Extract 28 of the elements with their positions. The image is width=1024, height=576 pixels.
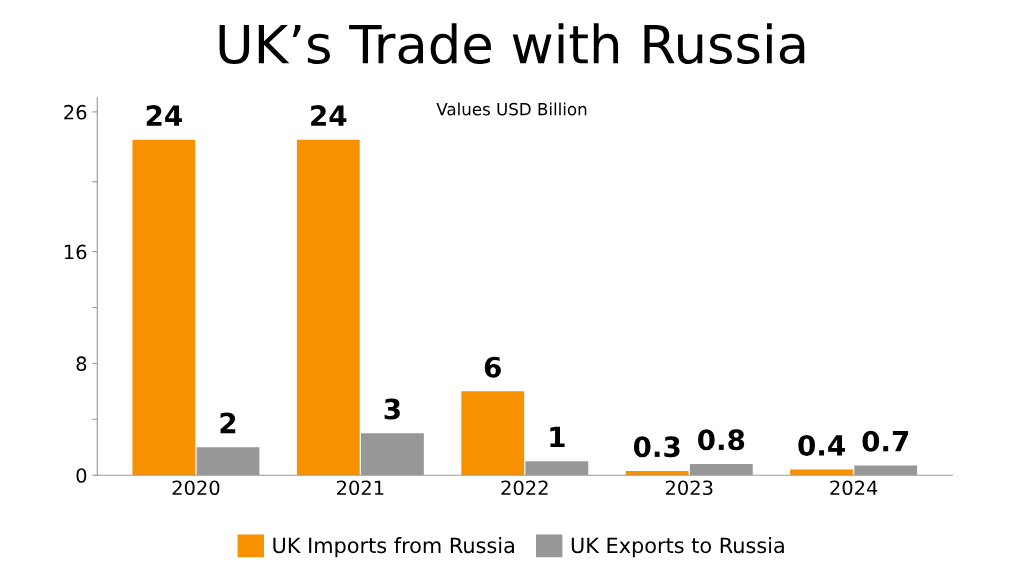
x-tick-label: 2024 bbox=[830, 480, 878, 496]
y-tick-label: 0 bbox=[76, 468, 87, 483]
data-label: 0.4 bbox=[798, 434, 845, 456]
x-tick-label: 2022 bbox=[501, 480, 548, 496]
data-label: 24 bbox=[311, 105, 347, 126]
data-label: 1 bbox=[550, 426, 565, 448]
y-tick-label: 8 bbox=[76, 356, 87, 372]
data-label: 0.3 bbox=[633, 436, 680, 458]
data-label: 0.7 bbox=[862, 430, 909, 452]
bar bbox=[461, 391, 525, 476]
bar bbox=[625, 471, 689, 476]
data-label: 6 bbox=[484, 356, 501, 378]
data-label: 0.8 bbox=[698, 429, 745, 451]
y-tick-label: 26 bbox=[64, 104, 87, 120]
data-label: 3 bbox=[384, 398, 400, 420]
y-tick-label: 16 bbox=[64, 244, 87, 260]
chart-title: UK’s Trade with Russia bbox=[219, 23, 805, 65]
bar bbox=[296, 139, 360, 476]
data-label: 24 bbox=[146, 105, 182, 126]
x-tick-label: 2020 bbox=[172, 480, 220, 496]
bar bbox=[132, 139, 196, 476]
data-label: 2 bbox=[220, 412, 236, 434]
chart-subtitle: Values USD Billion bbox=[436, 102, 587, 116]
x-tick-label: 2021 bbox=[337, 480, 384, 496]
legend-label: UK Exports to Russia bbox=[571, 537, 784, 558]
bar bbox=[790, 469, 854, 476]
x-tick-label: 2023 bbox=[665, 480, 713, 496]
legend-label: UK Imports from Russia bbox=[273, 537, 514, 558]
